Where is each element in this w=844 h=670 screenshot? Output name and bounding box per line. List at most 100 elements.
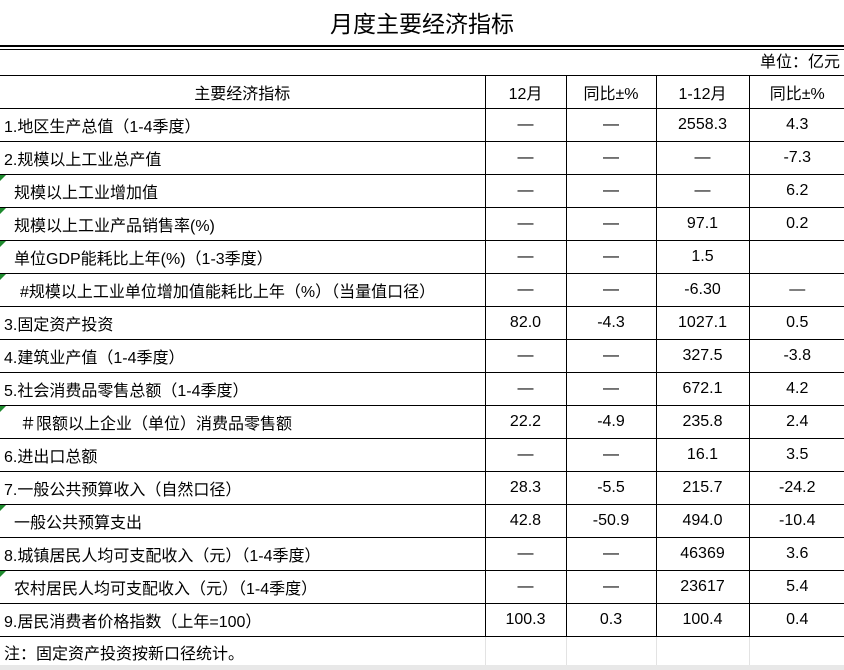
cumulative-yoy-cell[interactable]: 4.2: [748, 372, 844, 406]
header-indicator[interactable]: 主要经济指标: [0, 75, 486, 109]
cumulative-value-cell[interactable]: -6.30: [655, 273, 750, 307]
indicator-name-cell[interactable]: 1.地区生产总值（1-4季度）: [0, 108, 486, 142]
cumulative-value-cell[interactable]: —: [655, 174, 750, 208]
month-value-cell[interactable]: —: [484, 570, 567, 604]
cumulative-yoy-cell[interactable]: 2.4: [748, 405, 844, 439]
month-value-cell[interactable]: —: [484, 174, 567, 208]
cumulative-yoy-cell[interactable]: 3.5: [748, 438, 844, 472]
cumulative-yoy-cell[interactable]: -24.2: [748, 471, 844, 505]
indicator-name-cell[interactable]: 3.固定资产投资: [0, 306, 486, 340]
cumulative-value-cell[interactable]: 494.0: [655, 504, 750, 538]
cumulative-yoy-cell[interactable]: 3.6: [748, 537, 844, 571]
indicator-name-cell[interactable]: 7.一般公共预算收入（自然口径）: [0, 471, 486, 505]
cumulative-yoy-cell[interactable]: -3.8: [748, 339, 844, 373]
indicator-name: 规模以上工业增加值: [14, 185, 159, 202]
indicator-name-cell[interactable]: 一般公共预算支出: [0, 504, 486, 538]
cumulative-value-cell[interactable]: 23617: [655, 570, 750, 604]
indicator-name-cell[interactable]: #规模以上工业单位增加值能耗比上年（%）（当量值口径）: [0, 273, 486, 307]
cumulative-yoy-cell[interactable]: —: [748, 273, 844, 307]
month-value-cell[interactable]: —: [484, 537, 567, 571]
cumulative-yoy-cell[interactable]: [748, 240, 844, 274]
cumulative-value-cell[interactable]: 2558.3: [655, 108, 750, 142]
month-value-cell[interactable]: —: [484, 240, 567, 274]
month-yoy-cell[interactable]: —: [565, 108, 657, 142]
month-yoy-cell[interactable]: —: [565, 174, 657, 208]
indicator-name-cell[interactable]: 规模以上工业增加值: [0, 174, 486, 208]
cumulative-value-cell[interactable]: 235.8: [655, 405, 750, 439]
empty-cell[interactable]: [749, 636, 844, 667]
month-value-cell[interactable]: 42.8: [484, 504, 567, 538]
month-yoy-cell[interactable]: -4.3: [565, 306, 657, 340]
cumulative-value-cell[interactable]: 97.1: [655, 207, 750, 241]
cumulative-value-cell[interactable]: —: [655, 141, 750, 175]
month-value-cell[interactable]: —: [484, 438, 567, 472]
empty-cell[interactable]: [566, 636, 657, 667]
indicator-name-cell[interactable]: 农村居民人均可支配收入（元）（1-4季度）: [0, 570, 486, 604]
month-value-cell[interactable]: 22.2: [484, 405, 567, 439]
indicator-name-cell[interactable]: 6.进出口总额: [0, 438, 486, 472]
month-value-cell[interactable]: 100.3: [484, 603, 567, 637]
cumulative-value-cell[interactable]: 215.7: [655, 471, 750, 505]
table-row: 单位GDP能耗比上年(%)（1-3季度） — —1.5: [0, 240, 844, 274]
table-row: 9.居民消费者价格指数（上年=100） 100.3 0.3 100.4 0.4: [0, 603, 844, 637]
cumulative-value-cell[interactable]: 1.5: [655, 240, 750, 274]
header-month[interactable]: 12月: [484, 75, 567, 109]
month-yoy-cell[interactable]: —: [565, 141, 657, 175]
cumulative-yoy-cell[interactable]: 0.2: [748, 207, 844, 241]
indicator-name-cell[interactable]: ＃限额以上企业（单位）消费品零售额: [0, 405, 486, 439]
indicator-name-cell[interactable]: 5.社会消费品零售总额（1-4季度）: [0, 372, 486, 406]
header-cumulative[interactable]: 1-12月: [655, 75, 750, 109]
month-yoy-cell[interactable]: -5.5: [565, 471, 657, 505]
indicator-name: 一般公共预算支出: [14, 515, 143, 532]
month-yoy-cell[interactable]: —: [565, 339, 657, 373]
cumulative-yoy-cell[interactable]: 0.4: [748, 603, 844, 637]
month-value-cell[interactable]: —: [484, 273, 567, 307]
table-row: 规模以上工业产品销售率(%) — —97.1 0.2: [0, 207, 844, 241]
cumulative-yoy-cell[interactable]: 5.4: [748, 570, 844, 604]
month-yoy-cell[interactable]: 0.3: [565, 603, 657, 637]
empty-cell[interactable]: [485, 636, 567, 667]
indicator-name: 5.社会消费品零售总额（1-4季度）: [4, 383, 249, 400]
cell-marker-icon: [0, 274, 6, 280]
month-yoy-cell[interactable]: —: [565, 273, 657, 307]
cumulative-value-cell[interactable]: 1027.1: [655, 306, 750, 340]
indicator-name-cell[interactable]: 单位GDP能耗比上年(%)（1-3季度）: [0, 240, 486, 274]
empty-cell[interactable]: [656, 636, 750, 667]
cumulative-yoy-cell[interactable]: -7.3: [748, 141, 844, 175]
table-row: 6.进出口总额 — —16.1 3.5: [0, 438, 844, 472]
cumulative-value-cell[interactable]: 16.1: [655, 438, 750, 472]
cumulative-yoy-cell[interactable]: 6.2: [748, 174, 844, 208]
cumulative-yoy-cell[interactable]: 0.5: [748, 306, 844, 340]
cumulative-value-cell[interactable]: 46369: [655, 537, 750, 571]
table-row: 2.规模以上工业总产值 — — — -7.3: [0, 141, 844, 175]
indicator-name-cell[interactable]: 4.建筑业产值（1-4季度）: [0, 339, 486, 373]
note-text[interactable]: 注：固定资产投资按新口径统计。: [0, 636, 486, 667]
month-value-cell[interactable]: —: [484, 339, 567, 373]
month-value-cell[interactable]: —: [484, 108, 567, 142]
header-cumulative-yoy[interactable]: 同比±%: [748, 75, 844, 109]
cumulative-value-cell[interactable]: 100.4: [655, 603, 750, 637]
month-value-cell[interactable]: —: [484, 207, 567, 241]
month-value-cell[interactable]: 82.0: [484, 306, 567, 340]
month-yoy-cell[interactable]: —: [565, 372, 657, 406]
indicator-name-cell[interactable]: 9.居民消费者价格指数（上年=100）: [0, 603, 486, 637]
cumulative-yoy-cell[interactable]: 4.3: [748, 108, 844, 142]
month-value-cell[interactable]: —: [484, 372, 567, 406]
cumulative-value-cell[interactable]: 672.1: [655, 372, 750, 406]
cumulative-yoy-cell[interactable]: -10.4: [748, 504, 844, 538]
month-yoy-cell[interactable]: —: [565, 537, 657, 571]
table-row: 3.固定资产投资 82.0 -4.3 1027.1 0.5: [0, 306, 844, 340]
month-value-cell[interactable]: 28.3: [484, 471, 567, 505]
indicator-name-cell[interactable]: 规模以上工业产品销售率(%): [0, 207, 486, 241]
month-value-cell[interactable]: —: [484, 141, 567, 175]
month-yoy-cell[interactable]: —: [565, 438, 657, 472]
header-month-yoy[interactable]: 同比±%: [565, 75, 657, 109]
month-yoy-cell[interactable]: —: [565, 207, 657, 241]
indicator-name-cell[interactable]: 8.城镇居民人均可支配收入（元）（1-4季度）: [0, 537, 486, 571]
month-yoy-cell[interactable]: -4.9: [565, 405, 657, 439]
month-yoy-cell[interactable]: —: [565, 240, 657, 274]
cumulative-value-cell[interactable]: 327.5: [655, 339, 750, 373]
indicator-name-cell[interactable]: 2.规模以上工业总产值: [0, 141, 486, 175]
month-yoy-cell[interactable]: -50.9: [565, 504, 657, 538]
month-yoy-cell[interactable]: —: [565, 570, 657, 604]
